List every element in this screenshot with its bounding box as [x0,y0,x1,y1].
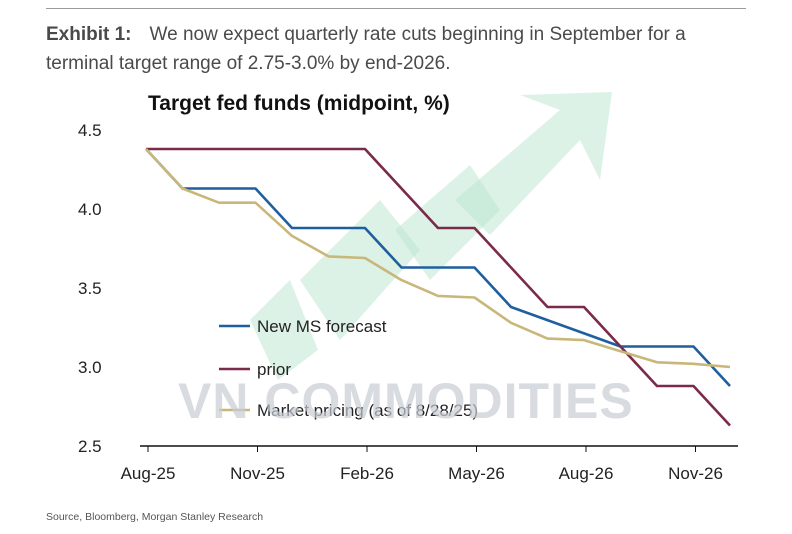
y-tick-label: 3.0 [78,358,102,377]
arrow-stroke-2 [300,200,420,340]
series-line-2 [145,148,731,369]
source-note: Source, Bloomberg, Morgan Stanley Resear… [46,511,264,523]
legend-label: prior [257,360,291,379]
exhibit-label: Exhibit 1: [46,24,132,45]
y-tick-label: 2.5 [78,437,102,456]
y-tick-label: 4.5 [78,121,102,140]
x-tick-label: Nov-25 [230,464,285,483]
legend-label: New MS forecast [257,317,387,336]
arrow-stroke-1 [250,280,318,380]
x-tick-label: Feb-26 [340,464,394,483]
axes: 4.5 4.0 3.5 3.0 2.5 Aug-25 Nov-25 Feb-26 May-26 A… [78,121,738,483]
exhibit-text: We now expect quarterly rate cuts beginn… [46,24,686,74]
series [145,147,731,427]
series-line-1 [146,147,731,427]
x-tick-label: Aug-26 [559,464,614,483]
arrow-head [455,92,612,235]
y-tick-label: 4.0 [78,200,102,219]
x-tick-label: Aug-25 [121,464,176,483]
x-tick-label: May-26 [448,464,505,483]
x-tick-label: Nov-26 [668,464,723,483]
legend-label: Market pricing (as of 8/28/25) [257,401,478,420]
top-rule [46,8,746,9]
watermark-arrow [250,92,612,380]
watermark-text: VN COMMODITIES [178,373,634,429]
exhibit-caption: Exhibit 1: We now expect quarterly rate c… [46,20,746,78]
legend: New MS forecast prior Market pricing (as o… [219,317,478,420]
y-tick-label: 3.5 [78,279,102,298]
series-line-0 [145,148,731,387]
chart-title: Target fed funds (midpoint, %) [148,92,450,115]
